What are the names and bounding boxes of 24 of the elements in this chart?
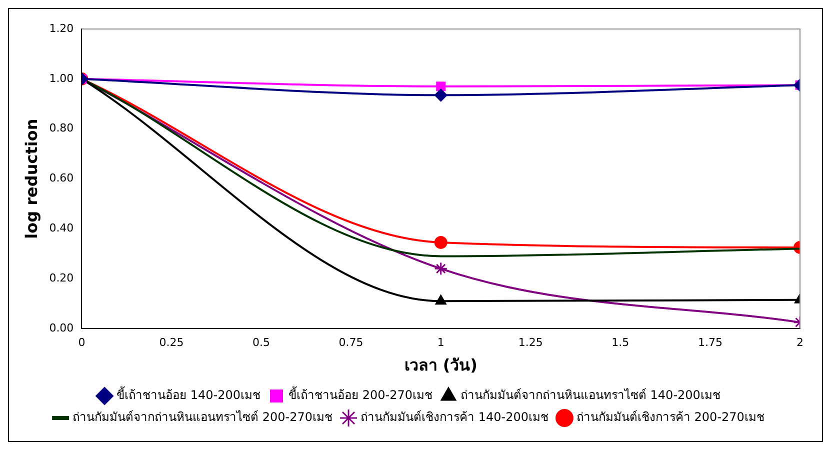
- x-tick-label: 0.25: [159, 336, 184, 350]
- legend-label: ถ่านกัมมันต์จากถ่านหินแอนทราไซต์ 140-200เมช: [460, 388, 720, 402]
- y-axis-title: log reduction: [22, 118, 41, 239]
- x-tick-label: 1: [437, 336, 444, 350]
- y-tick-label: 1.00: [49, 72, 74, 85]
- x-tick-label: 1.5: [612, 336, 630, 350]
- legend-label: ถ่านกัมมันต์เชิงการค้า 140-200เมช: [360, 410, 548, 424]
- y-tick-label: 1.20: [49, 22, 74, 35]
- x-tick-label: 0.5: [252, 336, 270, 350]
- x-tick-label: 2: [796, 336, 804, 350]
- y-tick-label: 0.80: [49, 122, 74, 135]
- x-tick-label: 0.75: [338, 336, 364, 350]
- legend-label: ขี้เถ้าชานอ้อย 140-200เมช: [116, 386, 261, 402]
- y-tick-label: 0.00: [49, 321, 74, 334]
- y-tick-label: 0.60: [49, 172, 74, 185]
- legend-label: ถ่านกัมมันต์เชิงการค้า 200-270เมช: [576, 410, 764, 424]
- y-tick-label: 0.40: [49, 222, 74, 235]
- legend-label: ขี้เถ้าชานอ้อย 200-270เมช: [288, 386, 432, 402]
- x-tick-label: 1.75: [698, 336, 722, 350]
- legend-label: ถ่านกัมมันต์จากถ่านหินแอนทราไซต์ 200-270เมช: [72, 410, 333, 424]
- x-tick-label: 1.25: [518, 336, 543, 350]
- x-axis-title: เวลา (วัน): [404, 356, 478, 375]
- y-tick-label: 0.20: [49, 272, 74, 285]
- x-tick-label: 0: [78, 336, 86, 350]
